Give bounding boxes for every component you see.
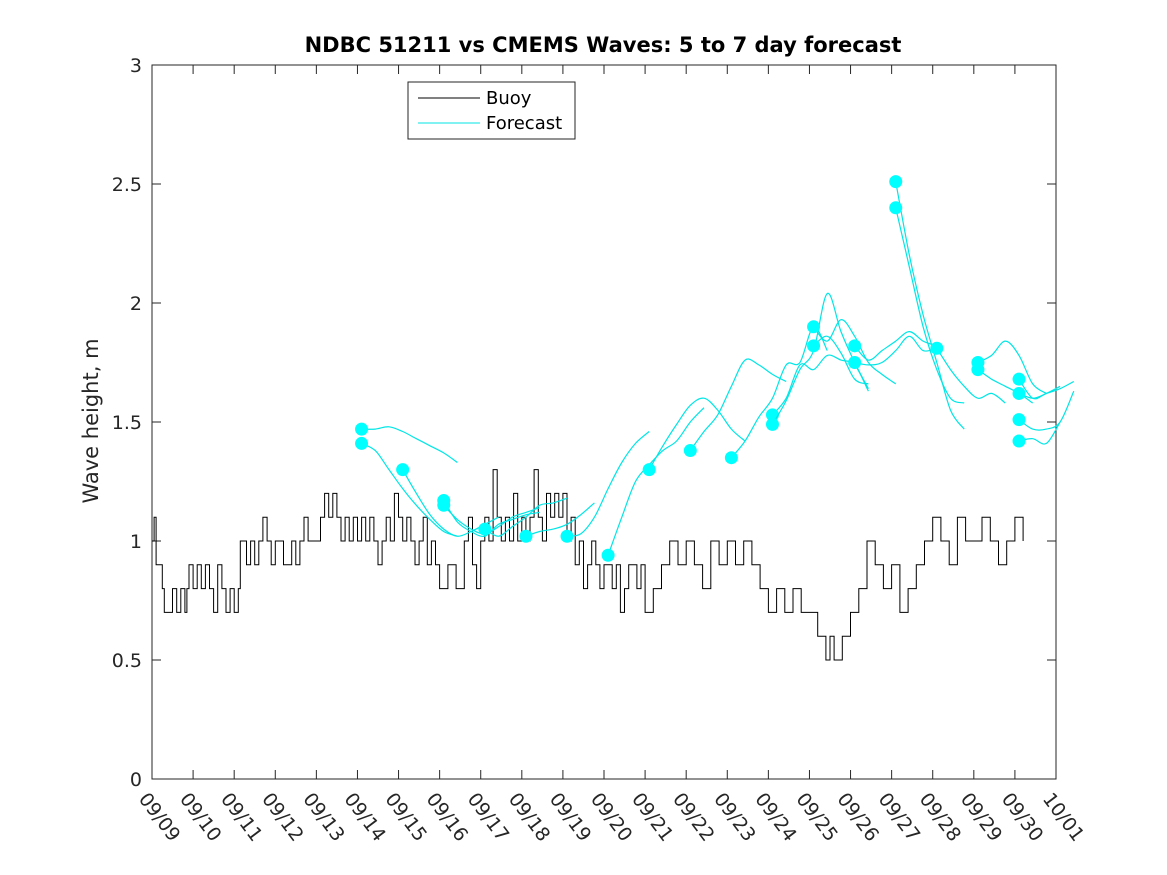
forecast-start-marker <box>930 341 944 355</box>
forecast-start-marker <box>1012 386 1026 400</box>
y-axis: 0 0.5 1 1.5 2 2.5 3 <box>112 55 1056 791</box>
x-tick-label: 09/11 <box>216 789 267 846</box>
legend: Buoy Forecast <box>407 81 576 140</box>
x-tick-label: 09/25 <box>791 789 842 846</box>
y-tick-label: 1.5 <box>112 412 142 434</box>
x-tick-label: 09/28 <box>915 789 966 846</box>
forecast-run-line <box>361 426 458 463</box>
legend-label-forecast: Forecast <box>486 113 562 134</box>
x-tick-label: 09/26 <box>833 789 884 846</box>
y-tick-label: 3 <box>130 55 142 77</box>
forecast-start-marker <box>355 436 369 450</box>
forecast-start-marker <box>848 356 862 369</box>
x-tick-label: 09/18 <box>504 789 555 846</box>
forecast-start-marker <box>889 175 903 189</box>
forecast-start-marker <box>396 463 410 477</box>
y-tick-label: 1 <box>130 531 142 553</box>
forecast-start-marker <box>848 339 862 353</box>
forecast-run-line <box>1018 385 1061 399</box>
forecast-run-line <box>1018 390 1075 431</box>
forecast-run-line <box>936 347 1006 404</box>
forecast-run-line <box>854 335 937 366</box>
x-tick-label: 09/17 <box>463 789 514 846</box>
forecast-start-marker <box>765 417 779 431</box>
forecast-run-line <box>361 442 458 537</box>
forecast-start-marker <box>807 320 821 334</box>
x-tick-label: 10/01 <box>1038 789 1089 846</box>
forecast-start-marker <box>889 201 903 215</box>
y-tick-label: 2.5 <box>112 174 142 196</box>
forecast-start-marker <box>1012 413 1026 427</box>
x-tick-label: 09/15 <box>381 789 432 846</box>
x-tick-label: 09/13 <box>298 789 349 846</box>
x-tick-label: 09/29 <box>956 789 1007 846</box>
y-tick-label: 0 <box>130 769 142 791</box>
forecast-start-marker <box>1012 372 1026 386</box>
forecast-start-marker <box>560 529 574 543</box>
forecast-start-marker <box>601 548 615 562</box>
forecast-run-line <box>566 431 650 537</box>
x-tick-label: 09/21 <box>627 789 678 846</box>
y-tick-label: 2 <box>130 293 142 315</box>
forecast-start-marker <box>807 339 821 353</box>
forecast-start-marker <box>437 498 451 512</box>
legend-box <box>407 81 576 140</box>
y-axis-label: Wave height, m <box>79 338 103 503</box>
x-tick-label: 09/09 <box>134 789 185 846</box>
forecast-run-line <box>854 330 938 361</box>
forecast-run-line <box>648 397 746 470</box>
forecast-start-marker <box>724 451 738 465</box>
x-tick-label: 09/14 <box>339 789 390 846</box>
buoy-series <box>152 469 1024 661</box>
forecast-start-marker <box>683 444 697 458</box>
legend-label-buoy: Buoy <box>486 88 532 109</box>
x-tick-label: 09/23 <box>709 789 760 846</box>
y-tick-label: 0.5 <box>112 650 142 672</box>
forecast-run-line <box>525 502 595 537</box>
forecast-run-line <box>484 497 568 537</box>
x-tick-label: 09/30 <box>997 789 1048 846</box>
chart-title: NDBC 51211 vs CMEMS Waves: 5 to 7 day fo… <box>305 33 902 57</box>
forecast-start-marker <box>642 463 656 477</box>
x-tick-label: 09/10 <box>175 789 226 846</box>
forecast-series <box>355 175 1075 562</box>
forecast-start-marker <box>519 529 533 543</box>
x-tick-label: 09/19 <box>545 789 596 846</box>
x-tick-label: 09/24 <box>750 789 801 846</box>
forecast-start-marker <box>971 363 985 377</box>
x-tick-label: 09/16 <box>422 789 473 846</box>
forecast-run-line <box>977 340 1047 394</box>
forecast-start-marker <box>355 422 369 436</box>
forecast-start-marker <box>478 522 492 536</box>
forecast-run-line <box>813 335 869 385</box>
forecast-run-line <box>895 181 965 430</box>
x-tick-label: 09/20 <box>586 789 637 846</box>
forecast-start-marker <box>1012 434 1026 448</box>
forecast-run-line <box>689 358 787 451</box>
forecast-run-line <box>443 504 540 535</box>
x-tick-label: 09/22 <box>668 789 719 846</box>
forecast-run-line <box>895 207 965 404</box>
forecast-run-line <box>813 319 897 385</box>
buoy-line <box>152 469 1024 661</box>
x-tick-label: 09/27 <box>874 789 925 846</box>
x-tick-label: 09/12 <box>257 789 308 846</box>
plot-area <box>151 64 1057 780</box>
